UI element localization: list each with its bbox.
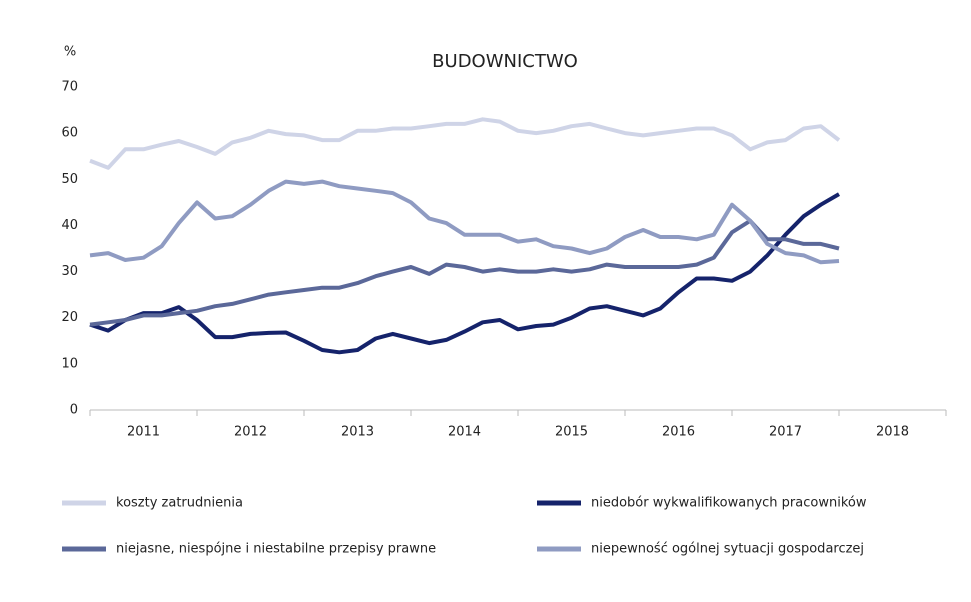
x-tick-label: 2014 [448, 425, 481, 440]
legend-label: niepewność ogólnej sytuacji gospodarczej [591, 542, 864, 557]
y-tick-label: 10 [61, 356, 78, 371]
series-line [89, 192, 841, 355]
legend-label: koszty zatrudnienia [116, 496, 243, 511]
legend-label: niedobór wykwalifikowanych pracowników [591, 496, 867, 511]
series-line [89, 218, 840, 327]
legend-label: niejasne, niespójne i niestabilne przepi… [116, 542, 436, 557]
x-tick-label: 2011 [127, 425, 160, 440]
x-tick-label: 2017 [769, 425, 802, 440]
y-tick-label: 60 [61, 126, 78, 141]
chart-title: BUDOWNICTWO [432, 51, 578, 72]
x-tick-label: 2018 [876, 425, 909, 440]
y-unit: % [64, 45, 76, 60]
x-tick-label: 2013 [341, 425, 374, 440]
x-tick-label: 2012 [234, 425, 267, 440]
y-tick-label: 70 [61, 80, 78, 95]
y-tick-label: 0 [70, 403, 78, 418]
y-tick-label: 40 [61, 218, 78, 233]
series-line [89, 117, 841, 170]
x-tick-label: 2015 [555, 425, 588, 440]
y-tick-label: 50 [61, 172, 78, 187]
x-tick-label: 2016 [662, 425, 695, 440]
y-tick-label: 20 [61, 310, 78, 325]
y-tick-label: 30 [61, 264, 78, 279]
series-line [89, 179, 840, 265]
